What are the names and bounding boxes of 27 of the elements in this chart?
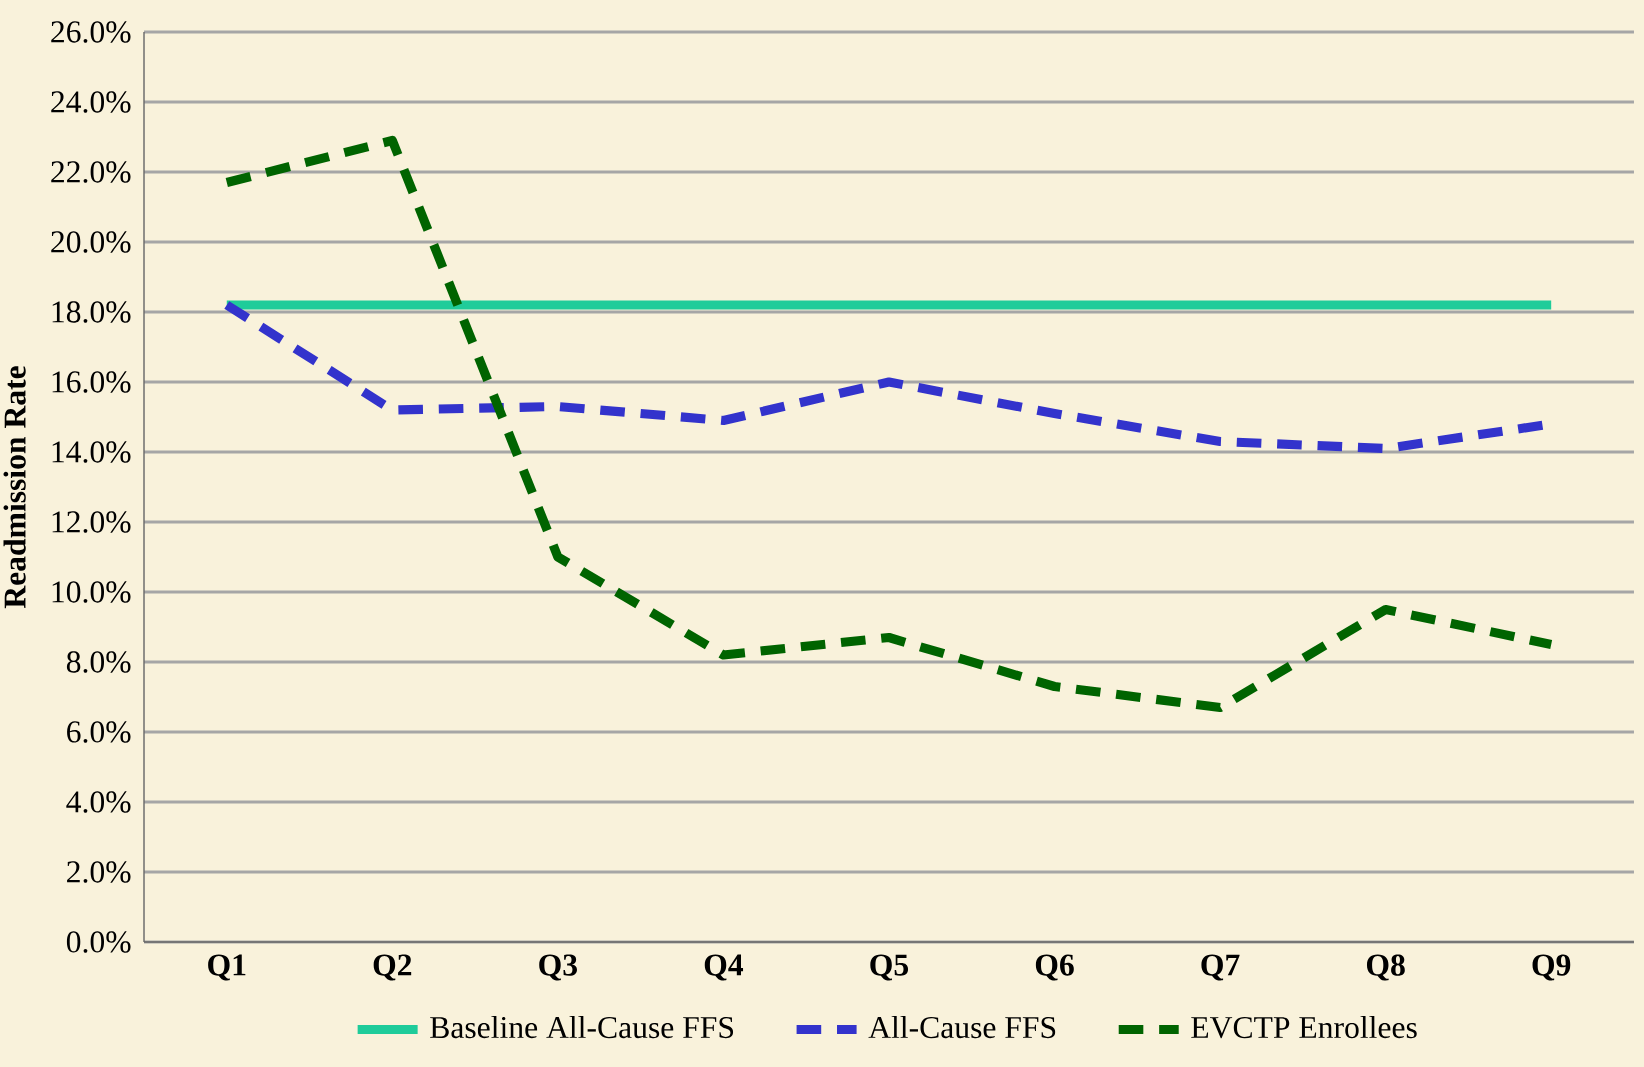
y-axis-title: Readmission Rate bbox=[3, 366, 26, 609]
y-tick-label: 4.0% bbox=[66, 791, 131, 813]
x-tick-label: Q2 bbox=[373, 954, 412, 981]
x-tick-label: Q3 bbox=[539, 954, 577, 981]
y-tick-label: 22.0% bbox=[51, 161, 131, 183]
x-tick-label: Q9 bbox=[1532, 954, 1571, 981]
y-tick-label: 0.0% bbox=[66, 931, 131, 953]
y-tick-label: 6.0% bbox=[67, 721, 131, 743]
y-tick-label: 14.0% bbox=[52, 441, 131, 463]
y-tick-label: 8.0% bbox=[66, 651, 131, 673]
y-tick-label: 24.0% bbox=[51, 91, 131, 113]
x-tick-label: Q1 bbox=[208, 954, 246, 981]
x-tick-label: Q5 bbox=[870, 954, 909, 981]
y-tick-label: 20.0% bbox=[51, 231, 131, 253]
legend-label: Baseline All-Cause FFS bbox=[430, 1015, 734, 1039]
y-tick-label: 16.0% bbox=[52, 371, 131, 393]
y-tick-label: 2.0% bbox=[67, 861, 131, 883]
x-tick-label: Q7 bbox=[1201, 954, 1240, 981]
legend-label: All-Cause FFS bbox=[868, 1015, 1056, 1039]
x-tick-label: Q6 bbox=[1035, 954, 1074, 981]
x-tick-label: Q8 bbox=[1366, 954, 1405, 981]
y-tick-label: 10.0% bbox=[52, 581, 131, 603]
y-tick-label: 12.0% bbox=[52, 511, 131, 533]
x-tick-label: Q4 bbox=[704, 954, 744, 981]
y-tick-label: 26.0% bbox=[51, 21, 131, 43]
legend-label: EVCTP Enrollees bbox=[1191, 1015, 1417, 1039]
y-tick-label: 18.0% bbox=[52, 301, 131, 323]
